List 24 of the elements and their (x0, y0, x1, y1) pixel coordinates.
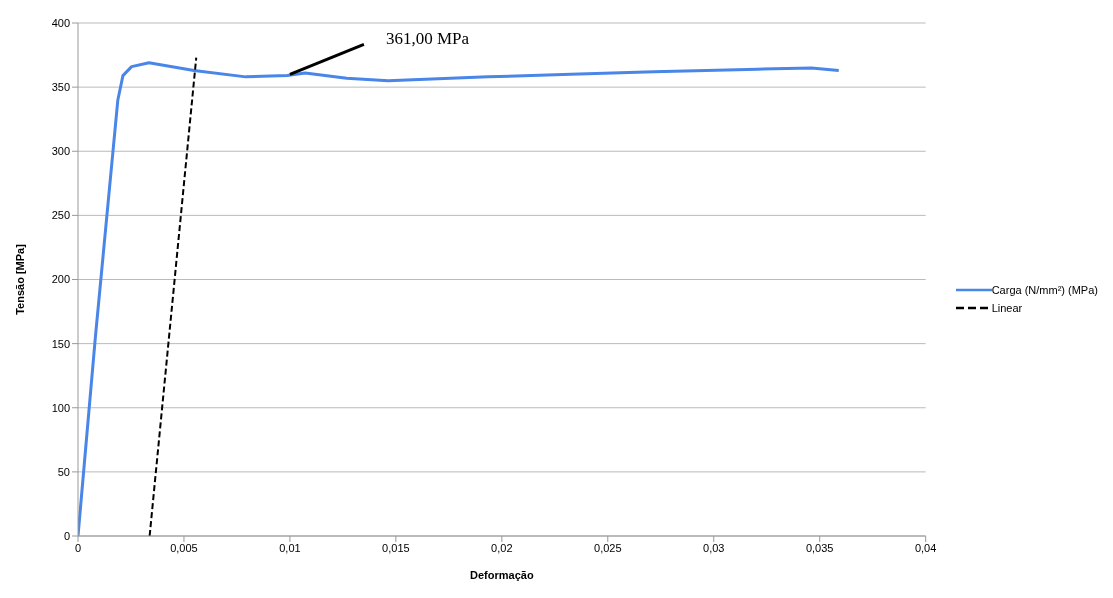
y-tick-label: 150 (51, 337, 70, 350)
y-axis-title: Tensão [MPa] (13, 243, 26, 315)
legend-label: Linear (991, 302, 1023, 314)
y-tick-label: 200 (51, 273, 70, 286)
x-tick-label: 0 (74, 541, 82, 554)
x-tick-label: 0,02 (491, 541, 513, 554)
y-tick-label: 0 (63, 529, 70, 542)
y-tick-label: 100 (51, 401, 70, 414)
y-tick-label: 400 (51, 16, 70, 29)
x-tick-label: 0,01 (279, 541, 301, 554)
x-tick-label: 0,03 (703, 541, 725, 554)
x-axis-title: Deformação (470, 569, 534, 581)
y-tick-label: 300 (51, 145, 70, 158)
y-tick-label: 250 (51, 209, 70, 222)
x-tick-label: 0,025 (594, 541, 622, 554)
x-tick-label: 0,015 (382, 541, 410, 554)
line-series (78, 61, 841, 536)
y-tick-label: 50 (57, 465, 70, 478)
x-tick-label: 0,035 (805, 541, 834, 554)
legend-label: Carga (N/mm²) (MPa) (991, 284, 1098, 296)
x-tick-label: 0,005 (170, 541, 198, 554)
annotation: 361,00 MPa (385, 29, 470, 49)
y-tick-label: 350 (51, 81, 70, 94)
x-tick-label: 0,04 (914, 541, 937, 554)
